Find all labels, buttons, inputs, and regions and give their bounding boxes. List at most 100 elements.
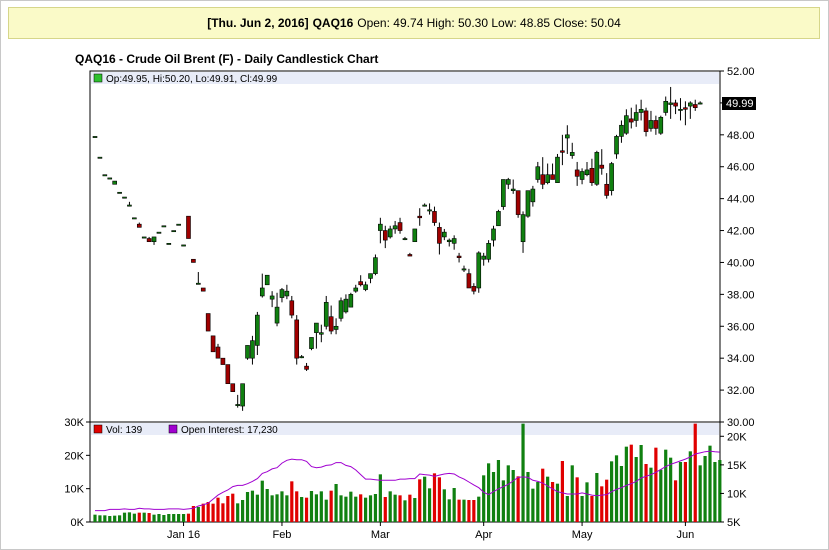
- candle: [402, 236, 408, 241]
- candle: [176, 223, 181, 226]
- candle: [141, 236, 147, 239]
- volume-legend-text: Vol: 139: [106, 425, 143, 436]
- price-legend-text: Op:49.95, Hi:50.20, Lo:49.91, Cl:49.99: [106, 74, 278, 85]
- candle: [574, 161, 580, 186]
- volume-bar: [290, 481, 294, 522]
- volume-bar: [103, 515, 107, 522]
- candle-body: [540, 174, 546, 185]
- candle: [373, 254, 378, 276]
- candle-body: [196, 282, 201, 285]
- candle-body: [363, 284, 368, 290]
- candle-body: [323, 302, 329, 327]
- volume-bar: [201, 503, 205, 522]
- volume-bar: [373, 494, 378, 522]
- volume-bar: [442, 489, 446, 522]
- candle: [363, 281, 368, 292]
- volume-bar: [575, 477, 579, 522]
- candle-body: [663, 101, 669, 113]
- candle: [614, 134, 619, 159]
- candle: [269, 291, 275, 308]
- candle: [343, 294, 349, 314]
- volume-bar: [536, 482, 540, 522]
- x-tick-label: May: [572, 529, 593, 541]
- volume-bar: [560, 461, 564, 522]
- candle: [412, 228, 418, 243]
- candle-body: [181, 244, 186, 247]
- volume-bar: [432, 473, 437, 522]
- candle: [427, 203, 432, 215]
- candle-body: [535, 166, 541, 180]
- candle: [161, 225, 167, 228]
- candle: [210, 335, 216, 353]
- candle: [565, 125, 570, 154]
- candle-body: [432, 211, 437, 223]
- volume-bar: [388, 491, 392, 522]
- candle-body: [378, 223, 383, 231]
- candle: [604, 173, 609, 199]
- volume-bar: [467, 500, 471, 522]
- candle-body: [343, 298, 349, 313]
- volume-bar: [167, 514, 171, 522]
- candle: [186, 215, 191, 239]
- quote-header: [Thu. Jun 2, 2016] QAQ16 Open: 49.74 Hig…: [8, 7, 820, 39]
- candle-body: [530, 188, 536, 203]
- candle-body: [279, 289, 285, 298]
- candle: [515, 190, 521, 218]
- candle: [648, 110, 654, 132]
- candle: [181, 244, 186, 247]
- candle-body: [466, 273, 472, 289]
- price-tick-label: 36.00: [727, 321, 755, 333]
- candle: [304, 362, 309, 371]
- candle-body: [245, 345, 250, 359]
- candle: [628, 107, 634, 129]
- volume-bar: [177, 514, 181, 522]
- candle: [471, 283, 477, 295]
- candle-body: [520, 214, 526, 243]
- candle: [250, 335, 255, 365]
- volume-bar: [501, 480, 505, 522]
- candle: [333, 318, 339, 335]
- candle: [156, 231, 162, 234]
- candle-body: [225, 364, 231, 385]
- candle: [397, 217, 403, 234]
- candle-body: [496, 211, 501, 227]
- volume-bar: [172, 514, 176, 522]
- volume-bar: [206, 502, 210, 522]
- candle-body: [550, 174, 555, 180]
- volume-bar: [265, 489, 269, 522]
- candle: [668, 86, 673, 119]
- candle-body: [382, 230, 388, 241]
- volume-bar: [122, 512, 127, 522]
- candle: [688, 101, 693, 119]
- candle: [663, 96, 669, 116]
- price-legend-band: [91, 72, 719, 84]
- candle-body: [456, 255, 462, 258]
- volume-bar: [526, 472, 530, 522]
- candle-body: [481, 255, 486, 260]
- candle: [638, 99, 644, 121]
- volume-bar: [408, 494, 412, 522]
- candle-body: [427, 209, 432, 212]
- candle-body: [97, 156, 103, 159]
- price-tick-label: 42.00: [727, 226, 755, 238]
- volume-bar: [487, 463, 491, 522]
- volume-bar: [531, 488, 535, 522]
- volume-bar: [550, 482, 555, 522]
- price-tick-label: 40.00: [727, 257, 755, 269]
- volume-bar: [309, 491, 314, 522]
- candle: [446, 238, 452, 247]
- volume-bar: [270, 495, 274, 522]
- candle: [132, 217, 137, 220]
- candle-body: [643, 110, 649, 132]
- candle-body: [402, 238, 408, 241]
- candle-body: [683, 107, 688, 110]
- candle-body: [628, 118, 634, 123]
- volume-bar: [211, 503, 215, 522]
- candle: [653, 115, 659, 135]
- volume-bar: [649, 467, 653, 522]
- volume-bar: [236, 503, 240, 522]
- candle: [496, 209, 501, 227]
- candle: [323, 295, 329, 330]
- candle-body: [619, 124, 624, 137]
- candle-body: [220, 357, 226, 365]
